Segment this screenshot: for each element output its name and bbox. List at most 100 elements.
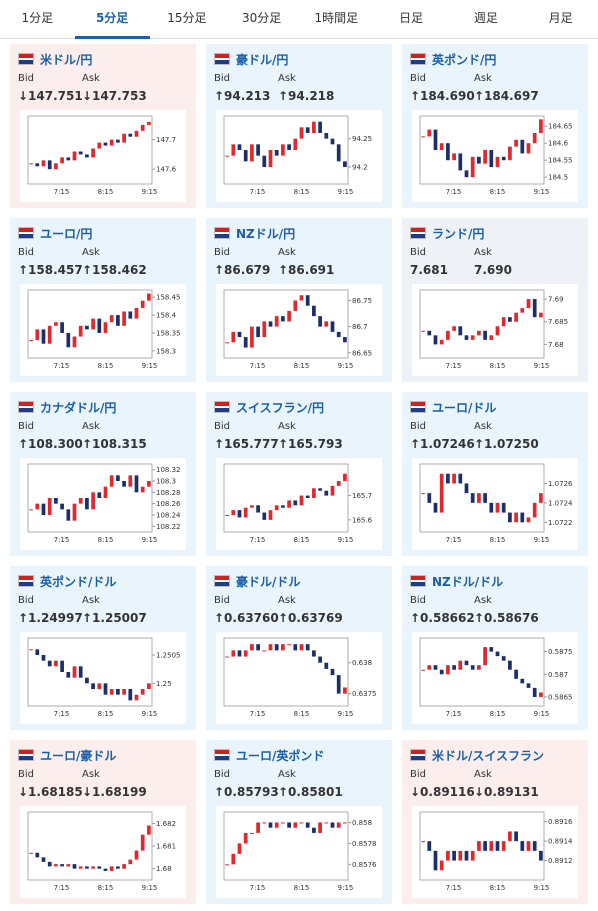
candle xyxy=(312,650,316,657)
tab[interactable]: 週足 xyxy=(473,11,498,25)
candle xyxy=(66,864,71,867)
plot-frame xyxy=(223,115,349,185)
candle xyxy=(458,153,463,171)
x-tick-label: 7:15 xyxy=(446,536,462,544)
x-tick-label: 8:15 xyxy=(490,362,506,370)
bid-label: Bid xyxy=(214,247,230,258)
pair-title[interactable]: ランド/円 xyxy=(432,227,485,241)
y-tick-label: 86.65 xyxy=(352,349,372,357)
chart-box: 7.68 7.685 7.69 7:15 8:15 9:15 xyxy=(412,284,578,376)
bid-label: Bid xyxy=(18,421,34,432)
pair-title[interactable]: NZドル/ドル xyxy=(432,575,504,589)
candle xyxy=(225,656,229,658)
pair-title[interactable]: ユーロ/円 xyxy=(40,227,93,241)
candle xyxy=(508,831,512,842)
candle xyxy=(464,660,469,666)
pair-title[interactable]: 英ポンド/円 xyxy=(432,53,497,67)
tab[interactable]: 1時間足 xyxy=(314,11,359,25)
candle xyxy=(287,644,291,646)
pair-title[interactable]: ユーロ/英ポンド xyxy=(236,749,325,763)
x-tick-label: 9:15 xyxy=(142,362,158,370)
candle xyxy=(274,505,279,511)
rate-card: 豪ドル/ドル Bid Ask ↑0.63760 ↑0.63769 0.6375 0.638 7… xyxy=(206,566,392,730)
candle xyxy=(78,666,83,678)
pair-title[interactable]: 米ドル/スイスフラン xyxy=(432,749,545,763)
candle xyxy=(532,841,537,851)
y-tick-label: 7.68 xyxy=(548,341,564,349)
x-tick-label: 7:15 xyxy=(54,362,70,370)
candle xyxy=(91,318,95,330)
bid-value: ↑0.85793 xyxy=(214,785,279,799)
pair-title[interactable]: 英ポンド/ドル xyxy=(40,575,117,589)
x-tick-label: 7:15 xyxy=(446,188,462,196)
candle xyxy=(433,850,438,871)
pair-title[interactable]: スイスフラン/円 xyxy=(236,401,325,415)
x-tick-label: 9:15 xyxy=(338,362,354,370)
tab[interactable]: 日足 xyxy=(399,11,424,25)
candle xyxy=(281,316,285,322)
flag-icon xyxy=(18,401,34,413)
bid-value: ↓0.89116 xyxy=(410,785,475,799)
tab[interactable]: 1分足 xyxy=(21,11,54,25)
pair-title[interactable]: ユーロ/豪ドル xyxy=(40,749,117,763)
candle xyxy=(305,295,310,306)
candle xyxy=(539,312,543,318)
chart-box: 1.0722 1.0724 1.0726 7:15 8:15 9:15 xyxy=(412,458,578,550)
candle xyxy=(489,647,494,652)
chart-box: 0.5865 0.587 0.5875 7:15 8:15 9:15 xyxy=(412,632,578,724)
candle xyxy=(343,687,347,694)
bid-value: ↑165.777 xyxy=(214,437,279,451)
pair-title[interactable]: カナダドル/円 xyxy=(40,401,117,415)
candle xyxy=(262,321,267,338)
candle xyxy=(47,660,52,667)
ask-value: ↑158.462 xyxy=(82,263,147,277)
candle xyxy=(312,121,316,133)
candle xyxy=(495,156,500,167)
chart-box: 86.65 86.7 86.75 7:15 8:15 9:15 xyxy=(216,284,382,376)
pair-title[interactable]: 豪ドル/ドル xyxy=(236,575,301,589)
bid-label: Bid xyxy=(18,247,34,258)
candle xyxy=(274,822,279,828)
y-tick-label: 165.7 xyxy=(352,492,372,500)
tab[interactable]: 月足 xyxy=(548,11,573,25)
ask-label: Ask xyxy=(474,595,492,606)
pair-title[interactable]: 米ドル/円 xyxy=(40,53,93,67)
pair-title[interactable]: NZドル/円 xyxy=(236,227,296,241)
candle xyxy=(526,143,531,154)
candle xyxy=(250,144,254,162)
pair-title[interactable]: 豪ドル/円 xyxy=(236,53,289,67)
y-tick-label: 147.6 xyxy=(156,166,177,174)
x-tick-label: 7:15 xyxy=(54,536,70,544)
candle xyxy=(489,502,494,513)
candle xyxy=(526,683,531,688)
mini-chart: 1.0722 1.0724 1.0726 7:15 8:15 9:15 xyxy=(419,463,573,544)
candle xyxy=(446,143,450,161)
candle xyxy=(66,332,71,348)
pair-title[interactable]: ユーロ/ドル xyxy=(432,401,497,415)
candle xyxy=(109,689,114,695)
candle xyxy=(299,822,304,824)
candle xyxy=(29,852,33,854)
ask-label: Ask xyxy=(82,595,100,606)
chart-box: 0.6375 0.638 7:15 8:15 9:15 xyxy=(216,632,382,724)
candle xyxy=(501,841,506,851)
candle xyxy=(324,822,329,824)
candle xyxy=(470,493,475,503)
candle xyxy=(318,488,322,491)
y-tick-label: 7.69 xyxy=(548,296,564,304)
x-tick-label: 8:15 xyxy=(98,884,114,892)
bid-label: Bid xyxy=(18,769,34,780)
tab[interactable]: 15分足 xyxy=(167,11,207,25)
plot-frame xyxy=(223,289,349,359)
y-tick-label: 0.5875 xyxy=(548,648,573,656)
candle xyxy=(60,322,64,333)
y-tick-label: 0.8916 xyxy=(548,818,573,826)
tab[interactable]: 30分足 xyxy=(241,11,282,25)
candle xyxy=(452,473,456,484)
candle xyxy=(237,510,242,518)
candle xyxy=(452,326,456,331)
tab[interactable]: 5分足 xyxy=(74,0,150,39)
candle xyxy=(47,498,52,515)
candle xyxy=(72,864,77,869)
candle xyxy=(312,827,316,833)
